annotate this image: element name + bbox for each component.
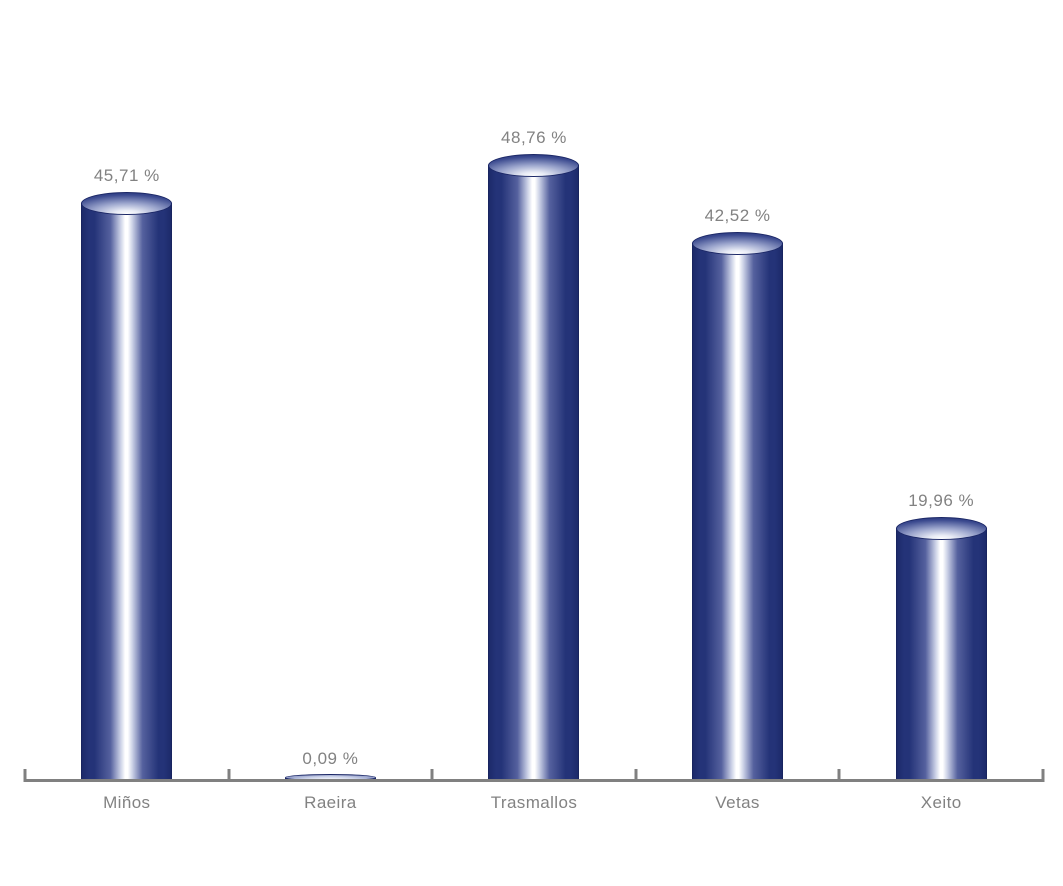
axis-tick-3 [634,769,638,782]
axis-tick-0 [23,769,27,782]
value-label-trasmallos: 48,76 % [501,128,567,147]
value-label-xeito: 19,96 % [908,491,975,510]
axis-tick-5 [1041,769,1045,782]
category-label-vetas: Vetas [715,793,760,812]
cylinder-body-xeito [895,528,987,779]
bar-slot-trasmallos: 48,76 % [432,19,636,779]
x-axis-line [23,769,1045,782]
axis-tick-2 [430,769,434,782]
plot-area: 45,71 % 0,09 % 48,76 % 42,52 % [25,19,1043,781]
cylinder-body-minos [81,203,173,779]
bar-slot-vetas: 42,52 % [636,19,840,779]
category-label-minos: Miños [103,793,151,812]
bar-slot-raeira: 0,09 % [229,19,433,781]
category-label-raeira: Raeira [304,793,357,812]
category-label-trasmallos: Trasmallos [490,793,578,812]
value-label-minos: 45,71 % [93,166,160,185]
bar-minos: 45,71 % [81,166,173,779]
axis-tick-1 [227,769,231,782]
axis-tick-4 [837,769,841,782]
cylinder-top-xeito [895,517,987,540]
bar-slot-minos: 45,71 % [25,19,229,779]
cylinder-top-vetas [692,232,784,255]
category-axis-labels: Miños Raeira Trasmallos Vetas Xeito [25,793,1043,813]
bar-trasmallos: 48,76 % [488,128,580,779]
value-label-vetas: 42,52 % [704,206,771,225]
bar-vetas: 42,52 % [692,206,784,779]
cylinder-body-trasmallos [488,165,580,779]
bar-xeito: 19,96 % [895,491,987,779]
cylinder-top-minos [81,192,173,215]
category-label-xeito: Xeito [920,793,962,812]
cylinder-top-trasmallos [488,154,580,177]
cylinder-body-vetas [692,243,784,779]
bar-slot-xeito: 19,96 % [839,19,1043,779]
value-label-raeira: 0,09 % [302,749,359,768]
